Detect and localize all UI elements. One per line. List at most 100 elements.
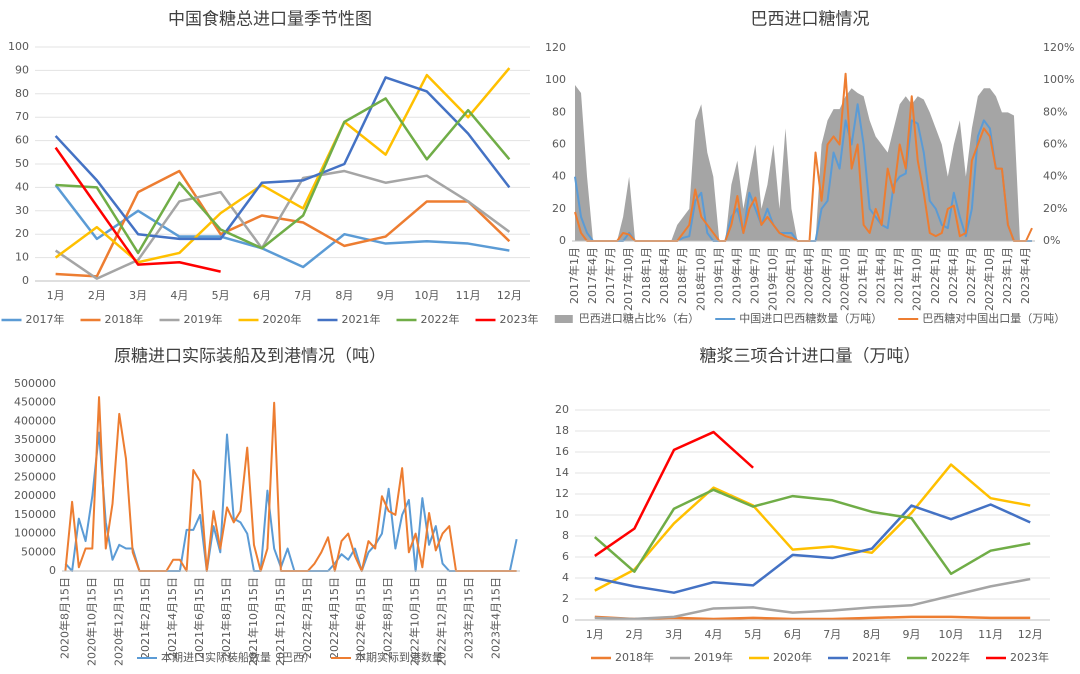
x-tick-label: 2018年1月 xyxy=(639,247,653,304)
x-tick-label: 2020年10月 xyxy=(838,247,852,311)
x-tick-label: 9月 xyxy=(902,628,920,641)
line xyxy=(54,76,511,241)
y-tick-label: 300000 xyxy=(14,452,56,465)
line xyxy=(54,184,510,269)
chart-title: 巴西进口糖情况 xyxy=(751,10,870,30)
x-tick-label: 4月 xyxy=(170,289,188,302)
y-tick-label: 50 xyxy=(15,157,29,170)
x-tick-label: 12月 xyxy=(1018,628,1043,641)
x-tick-label: 2017年1月 xyxy=(567,247,581,304)
legend-label: 巴西进口糖占比%（右） xyxy=(579,311,699,325)
y-tick-label: 60 xyxy=(15,134,29,147)
x-tick-label: 2021年4月 xyxy=(874,247,888,304)
y-tick-label: 80 xyxy=(15,87,29,100)
y-tick-label: 40 xyxy=(552,170,566,183)
y-tick-label: 18 xyxy=(555,424,569,437)
x-tick-label: 6月 xyxy=(784,628,802,641)
x-tick-label: 2017年7月 xyxy=(603,247,617,304)
x-tick-label: 2021年12月15日 xyxy=(273,577,287,666)
x-tick-label: 2022年6月15日 xyxy=(354,577,368,659)
legend-label: 巴西糖对中国出口量（万吨） xyxy=(922,311,1065,325)
y2-tick-label: 120% xyxy=(1043,41,1074,54)
x-tick-label: 12月 xyxy=(497,289,522,302)
x-tick-label: 2017年10月 xyxy=(621,247,635,311)
x-tick-label: 2021年1月 xyxy=(856,247,870,304)
x-tick-label: 9月 xyxy=(377,289,395,302)
y-tick-label: 100000 xyxy=(14,527,56,540)
x-tick-label: 3月 xyxy=(129,289,147,302)
legend-label: 本期实际到港数量 xyxy=(355,650,443,664)
x-tick-label: 2022年4月 xyxy=(946,247,960,304)
y-tick-label: 150000 xyxy=(14,508,56,521)
x-tick-label: 2021年7月 xyxy=(892,247,906,304)
y-tick-label: 50000 xyxy=(21,545,56,558)
y-tick-label: 100 xyxy=(8,40,29,53)
x-tick-label: 4月 xyxy=(705,628,723,641)
x-tick-label: 6月 xyxy=(253,289,271,302)
legend-label: 2018年 xyxy=(105,312,144,326)
y-tick-label: 4 xyxy=(562,571,569,584)
line xyxy=(594,430,754,557)
y-tick-label: 90 xyxy=(15,63,29,76)
y-tick-label: 12 xyxy=(555,487,569,500)
x-tick-label: 2022年8月15日 xyxy=(381,577,395,659)
legend-label: 2020年 xyxy=(263,312,302,326)
x-tick-label: 11月 xyxy=(456,289,481,302)
y-tick-label: 60 xyxy=(552,138,566,151)
x-tick-label: 2020年8月15日 xyxy=(57,577,71,659)
x-tick-label: 2021年4月15日 xyxy=(165,577,179,659)
line xyxy=(55,169,511,278)
chart-title: 中国食糖总进口量季节性图 xyxy=(168,10,372,30)
y-tick-label: 40 xyxy=(15,180,29,193)
x-tick-label: 2022年10月 xyxy=(982,247,996,311)
y-tick-label: 0 xyxy=(559,234,566,247)
x-tick-label: 2017年4月 xyxy=(585,247,599,304)
y-tick-label: 20 xyxy=(15,227,29,240)
x-tick-label: 2020年7月 xyxy=(820,247,834,304)
x-tick-label: 2022年12月15日 xyxy=(435,577,449,666)
line xyxy=(54,169,511,280)
x-tick-label: 2022年1月 xyxy=(928,247,942,304)
y-tick-label: 8 xyxy=(562,529,569,542)
legend-label: 本期进口实际装船数量（巴西） xyxy=(161,650,315,664)
y-tick-label: 100 xyxy=(545,73,566,86)
y-tick-label: 16 xyxy=(555,445,569,458)
x-tick-label: 2021年6月15日 xyxy=(192,577,206,659)
x-tick-label: 2021年2月15日 xyxy=(138,577,152,659)
x-tick-label: 10月 xyxy=(939,628,964,641)
y-tick-label: 10 xyxy=(555,508,569,521)
line xyxy=(54,146,221,273)
x-tick-label: 2022年7月 xyxy=(964,247,978,304)
x-tick-label: 5月 xyxy=(212,289,230,302)
y-tick-label: 14 xyxy=(555,466,569,479)
y-tick-label: 350000 xyxy=(14,433,56,446)
chart-title: 原糖进口实际装船及到港情况（吨） xyxy=(114,347,386,367)
x-tick-label: 2021年10月15日 xyxy=(246,577,260,666)
y-tick-label: 20 xyxy=(552,202,566,215)
y2-tick-label: 40% xyxy=(1043,170,1067,183)
x-tick-label: 8月 xyxy=(863,628,881,641)
x-tick-label: 2023年4月 xyxy=(1018,247,1032,304)
y-tick-label: 10 xyxy=(15,251,29,264)
legend-label: 2022年 xyxy=(931,650,970,664)
x-tick-label: 2023年1月 xyxy=(1000,247,1014,304)
x-tick-label: 2021年8月15日 xyxy=(219,577,233,659)
y-tick-label: 120 xyxy=(545,41,566,54)
x-tick-label: 1月 xyxy=(586,628,604,641)
x-tick-label: 2020年10月15日 xyxy=(84,577,98,666)
line xyxy=(55,97,511,255)
legend-label: 2021年 xyxy=(852,650,891,664)
x-tick-label: 10月 xyxy=(414,289,439,302)
y-tick-label: 250000 xyxy=(14,471,56,484)
x-tick-label: 2018年10月 xyxy=(693,247,707,311)
legend-label: 2021年 xyxy=(342,312,381,326)
x-tick-label: 2022年2月15日 xyxy=(300,577,314,659)
x-tick-label: 2月 xyxy=(88,289,106,302)
x-tick-label: 2020年12月15日 xyxy=(111,577,125,666)
y2-tick-label: 100% xyxy=(1043,73,1074,86)
legend-label: 2023年 xyxy=(1010,650,1049,664)
y-tick-label: 30 xyxy=(15,204,29,217)
y-tick-label: 0 xyxy=(49,564,56,577)
y2-tick-label: 0% xyxy=(1043,234,1060,247)
